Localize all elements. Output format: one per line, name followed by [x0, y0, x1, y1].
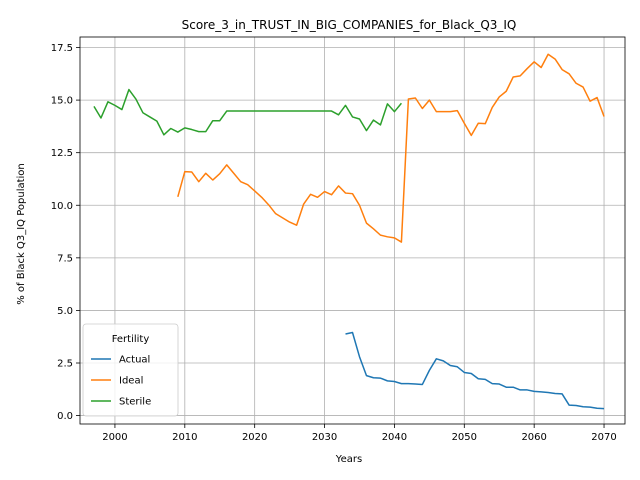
x-tick-label: 2070 — [591, 432, 616, 443]
series-layer — [93, 53, 605, 410]
x-tick-label: 2050 — [452, 432, 477, 443]
y-tick-label: 12.5 — [51, 148, 73, 159]
legend-box — [82, 323, 179, 417]
x-axis-label: Years — [335, 454, 362, 465]
y-tick-label: 7.5 — [57, 253, 73, 264]
series-line-actual — [345, 331, 605, 410]
y-tick-label: 15.0 — [51, 96, 73, 107]
series-line-sterile — [93, 88, 402, 136]
x-tick-label: 2040 — [382, 432, 407, 443]
x-tick-label: 2000 — [102, 432, 127, 443]
series-line-ideal — [177, 53, 605, 243]
y-tick-label: 5.0 — [57, 306, 73, 317]
legend-title: Fertility — [112, 334, 150, 345]
y-tick-label: 10.0 — [51, 201, 73, 212]
legend-entry-actual: Actual — [119, 355, 150, 366]
legend: Fertility Actual Ideal Sterile — [82, 323, 179, 417]
ticks: 2000 2010 2020 2030 2040 2050 2060 2070 0.0 2.5 5.… — [51, 43, 617, 443]
y-tick-label: 2.5 — [57, 359, 73, 370]
y-tick-label: 17.5 — [51, 43, 73, 54]
chart-title: Score_3_in_TRUST_IN_BIG_COMPANIES_for_Bl… — [182, 18, 517, 32]
plot-frame — [79, 36, 626, 425]
legend-entry-ideal: Ideal — [119, 376, 143, 387]
x-tick-label: 2020 — [242, 432, 267, 443]
x-tick-label: 2010 — [172, 432, 197, 443]
x-tick-label: 2060 — [521, 432, 546, 443]
x-tick-label: 2030 — [312, 432, 337, 443]
y-tick-label: 0.0 — [57, 411, 73, 422]
legend-entry-sterile: Sterile — [119, 397, 151, 408]
y-axis-label: % of Black Q3_IQ Population — [16, 163, 27, 305]
